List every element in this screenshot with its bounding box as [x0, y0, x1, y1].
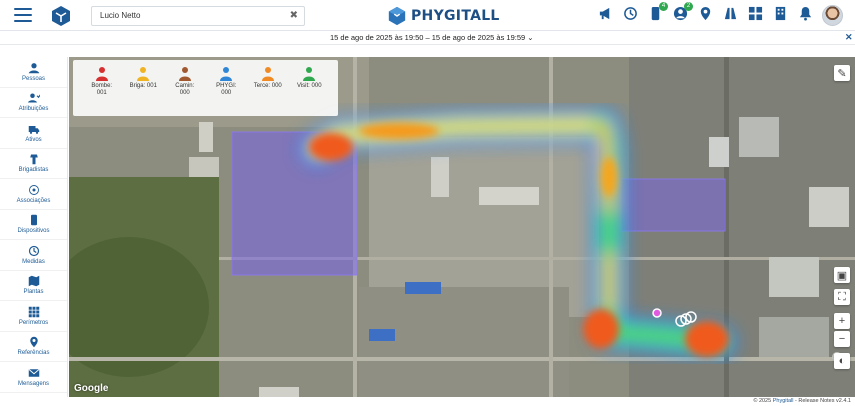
counter-item[interactable]: Camin: 000: [164, 66, 206, 116]
category-counters-panel: Bombe: 001 Briga: 001 Camin: 000 PHYGI: 000 Ter…: [73, 60, 338, 116]
footer: © 2025 Phygitall - Release Notes v2.4.1: [0, 397, 855, 406]
sidebar-item-label: Medidas: [22, 258, 45, 265]
device-icon: [30, 215, 37, 226]
date-range-text: 15 de ago de 2025 às 19:50 – 15 de ago d…: [330, 33, 526, 42]
layer-toggle-button[interactable]: ▣: [834, 267, 850, 283]
search-value: Lucio Netto: [100, 11, 141, 20]
sidebar-item-plantas[interactable]: Plantas: [0, 271, 67, 301]
sidebar-item-perimetros[interactable]: Perímetros: [0, 301, 67, 332]
sidebar-item-label: Brigadistas: [18, 167, 49, 174]
brand-cube-icon: [388, 6, 406, 26]
sidebar-item-label: Ativos: [25, 136, 42, 143]
device-icon[interactable]: 4: [648, 2, 668, 21]
sidebar-item-label: Atribuições: [18, 106, 49, 113]
top-bar: Lucio Netto ✖ PHYGITALL 4 2: [0, 0, 855, 31]
sidebar-item-label: Perímetros: [18, 319, 49, 326]
sidebar-item-label: Associações: [16, 197, 51, 204]
menu-icon[interactable]: [14, 8, 32, 22]
google-attribution: Google: [74, 383, 109, 394]
sidebar-item-dispositivos[interactable]: Dispositivos: [0, 210, 67, 240]
sidebar-item-ativos[interactable]: Ativos: [0, 118, 67, 149]
copyright-text: © 2025: [753, 398, 772, 404]
sidebar-item-mensagens[interactable]: Mensagens: [0, 362, 67, 393]
date-range-selector[interactable]: 15 de ago de 2025 às 19:50 – 15 de ago d…: [330, 33, 534, 42]
brand-link[interactable]: Phygitall: [772, 398, 794, 404]
sidebar-item-medidas[interactable]: Medidas: [0, 240, 67, 271]
counter-item[interactable]: Terce: 000: [247, 66, 289, 116]
mail-icon: [27, 368, 40, 377]
brand-logo: PHYGITALL: [387, 5, 500, 27]
road-icon[interactable]: [723, 6, 738, 21]
sidebar-item-atribuicoes[interactable]: Atribuições: [0, 88, 67, 118]
pin-icon: [29, 337, 38, 348]
counter-label: Bombe: 001: [91, 83, 113, 96]
person-category-icon: [95, 67, 108, 81]
grid-icon: [28, 306, 39, 317]
sidebar-item-referencias[interactable]: Referências: [0, 332, 67, 362]
assignment-icon: [27, 93, 40, 103]
sidebar-item-label: Mensagens: [17, 380, 50, 387]
zoom-in-button[interactable]: +: [834, 313, 850, 329]
location-pin-icon[interactable]: [698, 6, 713, 21]
person-icon: [28, 62, 39, 73]
sidebar-item-associacoes[interactable]: Associações: [0, 179, 67, 210]
sidebar-item-label: Pessoas: [21, 75, 45, 82]
footer-text: © 2025 Phygitall - Release Notes v2.4.1: [753, 398, 851, 404]
edit-map-button[interactable]: ✎: [834, 65, 850, 81]
device-badge: 4: [659, 2, 668, 11]
brand-name: PHYGITALL: [411, 8, 500, 24]
user-status-icon[interactable]: 2: [673, 2, 693, 21]
counter-label: Briga: 001: [129, 83, 157, 89]
megaphone-icon[interactable]: [598, 6, 613, 21]
counter-item[interactable]: Briga: 001: [123, 66, 165, 116]
counter-item[interactable]: Bombe: 001: [81, 66, 123, 116]
firefighter-icon: [29, 154, 38, 165]
history-icon[interactable]: [623, 6, 638, 21]
street-view-button[interactable]: ◐: [834, 353, 850, 369]
person-category-icon: [303, 67, 316, 81]
search-input[interactable]: Lucio Netto ✖: [91, 6, 305, 26]
chevron-down-icon: ⌄: [527, 33, 534, 42]
measure-icon: [28, 245, 39, 256]
sidebar: Pessoas Atribuições Ativos Brigadistas Assoc…: [0, 57, 68, 406]
heatmap-map[interactable]: Bombe: 001 Briga: 001 Camin: 000 PHYGI: 000 Ter…: [69, 57, 855, 397]
sidebar-item-label: Plantas: [23, 289, 44, 296]
person-category-icon: [137, 67, 150, 81]
app-logo-icon[interactable]: [50, 5, 72, 27]
clear-search-icon[interactable]: ✖: [289, 10, 298, 21]
sidebar-item-label: Referências: [17, 350, 50, 357]
release-notes-link[interactable]: - Release Notes v2.4.1: [795, 398, 851, 404]
sidebar-item-brigadistas[interactable]: Brigadistas: [0, 149, 67, 179]
counter-label: Terce: 000: [253, 83, 282, 89]
zoom-out-button[interactable]: −: [834, 331, 850, 347]
date-filter-bar: 15 de ago de 2025 às 19:50 – 15 de ago d…: [0, 31, 855, 45]
user-status-badge: 2: [684, 2, 693, 11]
counter-label: Camin: 000: [175, 83, 195, 96]
counter-item[interactable]: Visit: 000: [289, 66, 331, 116]
fullscreen-button[interactable]: ⛶: [834, 289, 850, 305]
map-icon: [28, 276, 39, 287]
truck-icon: [28, 125, 39, 134]
sidebar-item-label: Dispositivos: [17, 228, 50, 235]
person-category-icon: [178, 67, 191, 81]
dashboard-icon[interactable]: [748, 6, 763, 21]
counter-label: Visit: 000: [296, 83, 322, 89]
person-category-icon: [261, 67, 274, 81]
close-icon[interactable]: ✕: [845, 32, 853, 42]
person-category-icon: [220, 67, 233, 81]
association-icon: [28, 184, 39, 195]
top-toolbar: 4 2: [598, 2, 813, 21]
counter-label: PHYGI: 000: [216, 83, 237, 96]
bell-icon[interactable]: [798, 6, 813, 21]
counter-item[interactable]: PHYGI: 000: [206, 66, 248, 116]
building-icon[interactable]: [773, 6, 788, 21]
user-avatar[interactable]: [822, 5, 843, 26]
sidebar-item-pessoas[interactable]: Pessoas: [0, 57, 67, 88]
